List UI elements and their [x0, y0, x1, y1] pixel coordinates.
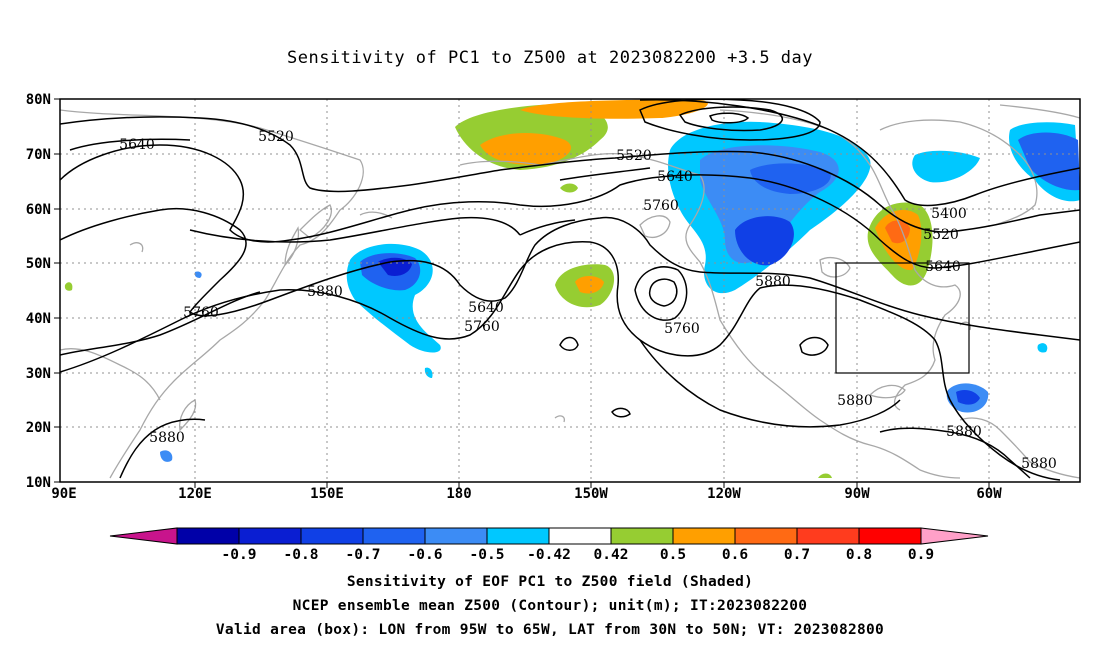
- contour-label: 5520: [616, 148, 652, 164]
- lat-tick-label: 70N: [26, 147, 51, 163]
- colorbar-low-arrow: [109, 527, 178, 545]
- contour-label: 5760: [664, 321, 700, 337]
- lon-axis: 90E 120E 150E 180 150W 120W 90W 60W: [51, 482, 1002, 502]
- colorbar-tick-label: -0.5: [470, 547, 505, 563]
- lat-tick-label: 20N: [26, 420, 51, 436]
- contour-5880-b: [119, 418, 206, 479]
- contour-label: 5760: [643, 198, 679, 214]
- contour-5640: [60, 144, 1080, 269]
- contour-label: 5520: [258, 129, 294, 145]
- colorbar-cell: [610, 527, 674, 545]
- lon-tick-label: 90E: [51, 486, 76, 502]
- caption-line-3: Valid area (box): LON from 95W to 65W, L…: [215, 622, 885, 638]
- colorbar-cell: [486, 527, 550, 545]
- contour-5760: [60, 207, 1080, 341]
- colorbar-cell: [176, 527, 240, 545]
- contour-label: 5880: [755, 274, 791, 290]
- lon-tick-label: 150E: [310, 486, 344, 502]
- caption-line-1: Sensitivity of EOF PC1 to Z500 field (Sh…: [346, 574, 754, 590]
- contour-low-inner: [648, 278, 678, 307]
- map-title: Sensitivity of PC1 to Z500 at 2023082200…: [286, 48, 813, 68]
- colorbar-tick-label: -0.8: [284, 547, 319, 563]
- contour-5520-a: [60, 116, 1080, 233]
- contour-high-arctic-inner: [678, 106, 783, 132]
- colorbar-cell: [672, 527, 736, 545]
- colorbar-cell: [238, 527, 302, 545]
- contour-extra-2: [60, 291, 261, 356]
- lon-tick-label: 60W: [976, 486, 1002, 502]
- contour-5880-lower: [639, 339, 901, 428]
- lat-tick-label: 50N: [26, 256, 51, 272]
- lat-tick-label: 10N: [26, 475, 51, 491]
- colorbar-cell: [424, 527, 488, 545]
- colorbar-cell: [362, 527, 426, 545]
- colorbar-cell: [734, 527, 798, 545]
- lat-axis: 80N 70N 60N 50N 40N 30N 20N 10N: [26, 92, 60, 491]
- lat-tick-label: 80N: [26, 92, 51, 108]
- contour-label: 5880: [946, 424, 982, 440]
- contour-label: 5400: [931, 206, 967, 222]
- caption-line-2: NCEP ensemble mean Z500 (Contour); unit(…: [292, 598, 808, 614]
- contour-label: 5880: [307, 284, 343, 300]
- colorbar-tick-label: 0.7: [784, 547, 810, 563]
- lat-tick-label: 40N: [26, 311, 51, 327]
- contour-extra-1: [189, 216, 521, 243]
- contour-label: 5880: [837, 393, 873, 409]
- valid-area-box: [835, 262, 970, 374]
- colorbar-tick-label: 0.9: [908, 547, 934, 563]
- contour-label: 5760: [464, 319, 500, 335]
- colorbar-cell: [796, 527, 860, 545]
- colorbar-tick-label: -0.42: [527, 547, 571, 563]
- lon-tick-label: 150W: [574, 486, 608, 502]
- lat-tick-label: 60N: [26, 202, 51, 218]
- colorbar-cell: [300, 527, 364, 545]
- colorbar-tick-label: 0.5: [660, 547, 686, 563]
- contour-mid-5640: [69, 138, 651, 181]
- contour-extra-3: [519, 219, 576, 236]
- negative-sensitivity-shading: [160, 121, 1080, 462]
- colorbar-tick-label: -0.6: [408, 547, 443, 563]
- colorbar: -0.9 -0.8 -0.7 -0.6 -0.5 -0.42 0.42 0.5 0.6 0.7 0.…: [109, 527, 989, 563]
- contour-label: 5640: [925, 259, 961, 275]
- colorbar-cell: [548, 527, 612, 545]
- lon-tick-label: 120E: [178, 486, 212, 502]
- contour-label: 5520: [923, 227, 959, 243]
- contour-label: 5640: [119, 137, 155, 153]
- lon-tick-label: 120W: [707, 486, 741, 502]
- contour-high-arctic-core: [708, 112, 750, 124]
- colorbar-cell: [858, 527, 922, 545]
- contour-label: 5640: [657, 169, 693, 185]
- contour-small-3: [799, 336, 829, 356]
- lon-tick-label: 180: [446, 486, 471, 502]
- contour-small-2: [611, 407, 631, 418]
- contour-small-low: [559, 336, 579, 351]
- z500-contours: [60, 99, 1080, 481]
- contour-5880: [60, 241, 1061, 481]
- colorbar-tick-label: -0.7: [346, 547, 381, 563]
- contour-label: 5880: [1021, 456, 1057, 472]
- contour-5880-c: [879, 427, 1031, 479]
- colorbar-tick-label: 0.42: [594, 547, 629, 563]
- colorbar-high-arrow: [920, 527, 989, 545]
- colorbar-tick-label: -0.9: [222, 547, 257, 563]
- contour-label: 5880: [149, 430, 185, 446]
- map-frame: [59, 98, 1081, 483]
- colorbar-tick-label: 0.6: [722, 547, 748, 563]
- lon-tick-label: 90W: [844, 486, 870, 502]
- contour-label: 5760: [183, 305, 219, 321]
- gridlines: [60, 99, 1080, 482]
- lat-tick-label: 30N: [26, 366, 51, 382]
- contour-low-5760: [634, 266, 688, 321]
- contour-label: 5640: [468, 300, 504, 316]
- contour-labels: 5640 5520 5520 5640 5760 5400 5520 5640 …: [119, 129, 1057, 472]
- colorbar-tick-label: 0.8: [846, 547, 872, 563]
